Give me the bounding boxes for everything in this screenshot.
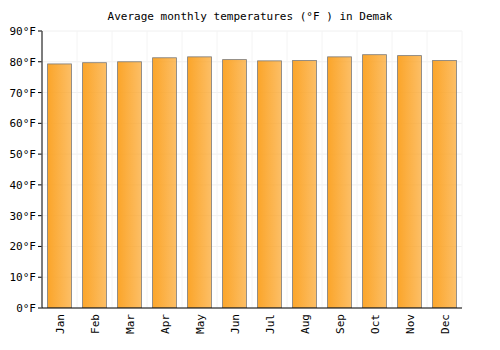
grid-line — [42, 308, 462, 309]
x-tick-label: Dec — [439, 314, 452, 334]
x-axis — [42, 308, 462, 309]
tick-mark — [38, 92, 42, 93]
y-tick-label: 30°F — [10, 210, 37, 223]
v-grid-line — [112, 31, 113, 308]
v-grid-line — [357, 31, 358, 308]
v-grid-line — [182, 31, 183, 308]
v-grid-line — [217, 31, 218, 308]
v-grid-line — [392, 31, 393, 308]
v-grid-line — [77, 31, 78, 308]
tick-mark — [38, 154, 42, 155]
bar — [118, 62, 142, 308]
x-tick-label: Jun — [229, 314, 242, 334]
x-tick-label: Apr — [159, 314, 172, 334]
bar — [293, 61, 317, 308]
x-tick-label: Mar — [124, 314, 137, 334]
tick-mark — [38, 123, 42, 124]
tick-mark — [38, 31, 42, 32]
x-tick-label: Sep — [334, 314, 347, 334]
y-axis — [42, 31, 43, 308]
bar — [328, 57, 352, 308]
v-grid-line — [462, 31, 463, 308]
bar — [153, 58, 177, 308]
bars — [48, 55, 457, 308]
y-tick-label: 40°F — [10, 179, 37, 192]
y-tick-label: 60°F — [10, 117, 37, 130]
chart: Average monthly temperatures (°F ) in De… — [0, 0, 500, 350]
y-tick-label: 20°F — [10, 240, 37, 253]
bar — [363, 55, 387, 308]
y-tick-label: 90°F — [10, 25, 37, 38]
y-tick-label: 10°F — [10, 271, 37, 284]
v-grid-line — [287, 31, 288, 308]
y-tick-label: 0°F — [16, 302, 36, 315]
title: Average monthly temperatures (°F ) in De… — [108, 10, 393, 23]
tick-mark — [38, 184, 42, 185]
v-grid-line — [147, 31, 148, 308]
bar — [83, 63, 107, 308]
v-grid-line — [322, 31, 323, 308]
y-tick-label: 70°F — [10, 87, 37, 100]
v-grid-line — [42, 31, 43, 308]
x-tick-label: Feb — [89, 314, 102, 334]
y-tick-label: 50°F — [10, 148, 37, 161]
tick-mark — [38, 277, 42, 278]
v-grid-line — [252, 31, 253, 308]
y-tick-label: 80°F — [10, 56, 37, 69]
bar — [433, 61, 457, 308]
x-tick-label: Oct — [369, 314, 382, 334]
x-tick-label: Jan — [54, 314, 67, 334]
x-tick-label: Nov — [404, 314, 417, 334]
bar — [188, 57, 212, 308]
tick-mark — [38, 61, 42, 62]
x-tick-label: Jul — [264, 314, 277, 334]
x-tick-label: May — [194, 314, 207, 334]
bar — [258, 61, 282, 308]
bar — [223, 60, 247, 308]
x-tick-label: Aug — [299, 314, 312, 334]
tick-mark — [38, 308, 42, 309]
v-grid-line — [427, 31, 428, 308]
bar — [48, 64, 72, 308]
tick-mark — [38, 246, 42, 247]
bar — [398, 56, 422, 308]
tick-mark — [38, 215, 42, 216]
